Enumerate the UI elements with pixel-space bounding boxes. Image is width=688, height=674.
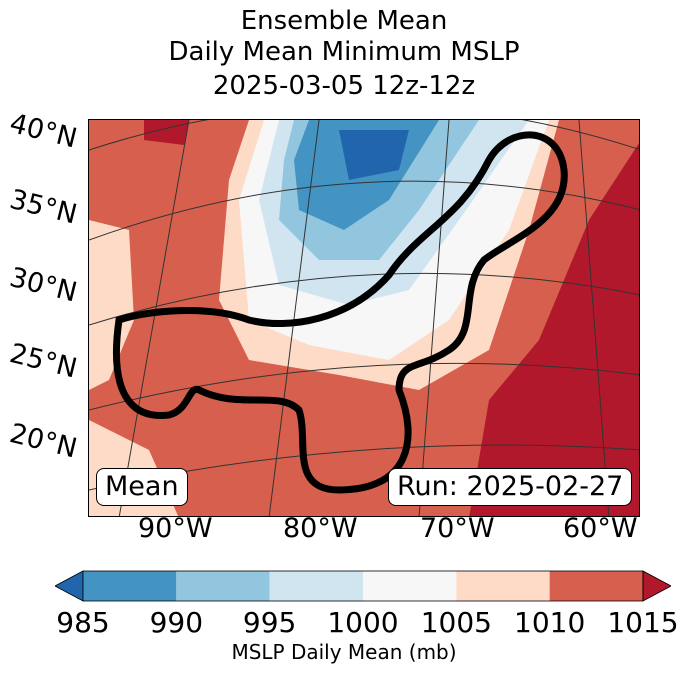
lat-label-35: 35°N <box>6 184 81 231</box>
colorbar-outline <box>82 570 644 602</box>
lon-label-70w: 70°W <box>420 513 495 544</box>
field-over-1015-n <box>144 120 189 145</box>
lon-label-60w: 60°W <box>563 513 638 544</box>
title-line-2: Daily Mean Minimum MSLP <box>168 37 520 67</box>
mean-label: Mean <box>96 468 188 506</box>
colorbar-tick-label: 1010 <box>514 606 586 639</box>
map-panel <box>88 119 640 517</box>
field-1005-1010-w <box>89 220 134 390</box>
colorbar <box>55 570 671 602</box>
colorbar-tick-label: 990 <box>149 606 204 639</box>
colorbar-tick-label: 1005 <box>420 606 492 639</box>
title-line-1: Ensemble Mean <box>240 6 448 36</box>
colorbar-bin <box>549 571 643 601</box>
colorbar-tick-label: 995 <box>242 606 297 639</box>
colorbar-bin <box>176 571 270 601</box>
lat-label-25: 25°N <box>6 338 81 385</box>
lat-label-40: 40°N <box>6 108 81 155</box>
lon-label-80w: 80°W <box>283 513 358 544</box>
colorbar-over-arrow <box>642 570 671 602</box>
colorbar-bin <box>363 571 457 601</box>
colorbar-tick-label: 1015 <box>607 606 679 639</box>
run-label: Run: 2025-02-27 <box>388 468 633 506</box>
title-line-3: 2025-03-05 12z-12z <box>212 71 476 101</box>
colorbar-bin <box>456 571 550 601</box>
colorbar-tick-label: 1000 <box>327 606 399 639</box>
field-over-1015-e <box>469 143 639 516</box>
field-under-985 <box>339 130 409 180</box>
colorbar-under-arrow <box>55 570 84 602</box>
graticule <box>89 120 639 516</box>
colorbar-label: MSLP Daily Mean (mb) <box>231 640 457 664</box>
lon-label-90w: 90°W <box>138 513 213 544</box>
map-svg <box>89 120 639 516</box>
colorbar-bin <box>83 571 177 601</box>
probability-contour <box>112 131 568 494</box>
colorbar-bin <box>269 571 363 601</box>
colorbar-tick-label: 985 <box>56 606 110 639</box>
lat-label-20: 20°N <box>6 418 81 465</box>
lat-label-30: 30°N <box>6 262 81 309</box>
